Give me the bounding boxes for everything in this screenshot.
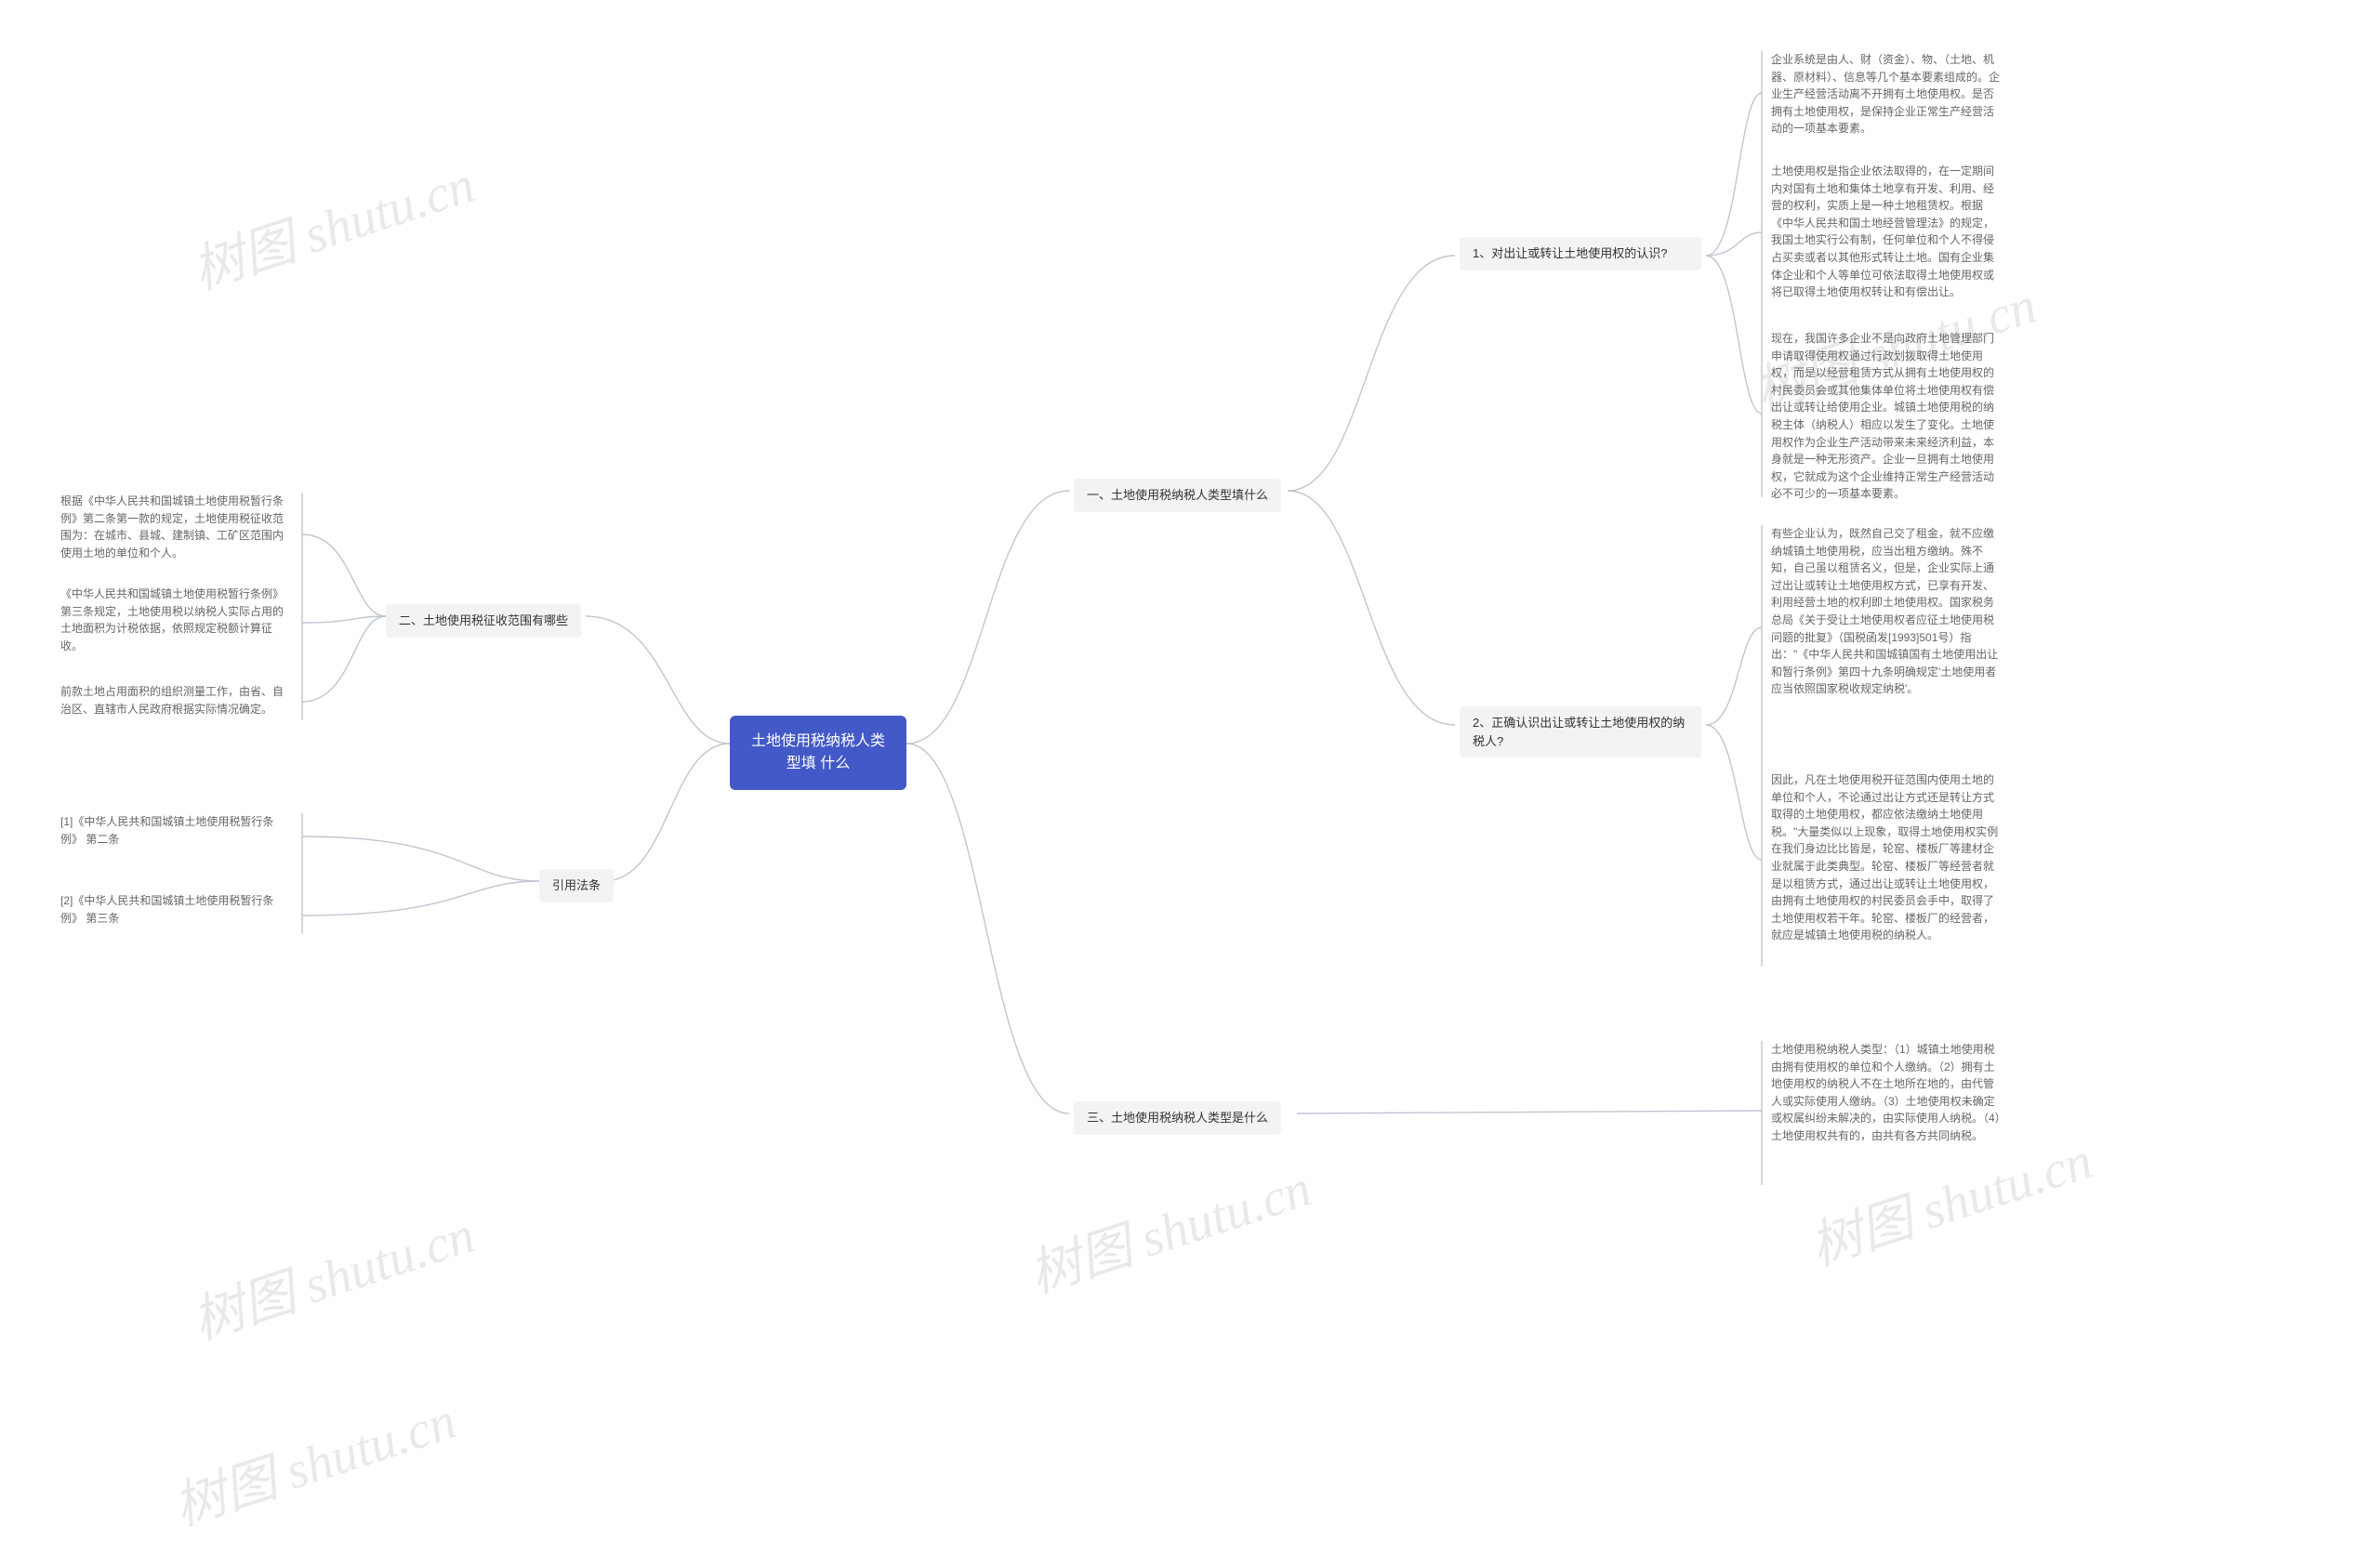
leaf-4-1: [1]《中华人民共和国城镇土地使用税暂行条例》 第二条: [60, 813, 293, 848]
branch-1-sub2-label: 2、正确认识出让或转让土地使用权的纳税人?: [1473, 716, 1685, 748]
branch-3-label: 三、土地使用税纳税人类型是什么: [1087, 1111, 1268, 1125]
branch-3[interactable]: 三、土地使用税纳税人类型是什么: [1074, 1101, 1281, 1135]
watermark: 树图 shutu.cn: [181, 142, 483, 304]
leaf-1-2-1: 有些企业认为，既然自己交了租金，就不应缴纳城镇土地使用税，应当出租方缴纳。殊不知…: [1771, 525, 2003, 698]
leaf-2-2: 《中华人民共和国城镇土地使用税暂行条例》第三条规定，土地使用税以纳税人实际占用的…: [60, 586, 293, 654]
branch-2[interactable]: 二、土地使用税征收范围有哪些: [386, 604, 581, 638]
leaf-1-2-2: 因此，凡在土地使用税开征范围内使用土地的单位和个人，不论通过出让方式还是转让方式…: [1771, 771, 2003, 944]
branch-4-label: 引用法条: [552, 878, 601, 892]
branch-1-label: 一、土地使用税纳税人类型填什么: [1087, 488, 1268, 502]
watermark: 树图 shutu.cn: [181, 1192, 483, 1354]
root-node[interactable]: 土地使用税纳税人类型填 什么: [730, 716, 906, 790]
leaf-2-3: 前款土地占用面积的组织测量工作，由省、自治区、直辖市人民政府根据实际情况确定。: [60, 683, 293, 718]
connectors-layer: [0, 0, 2380, 1496]
branch-1-sub2[interactable]: 2、正确认识出让或转让土地使用权的纳税人?: [1460, 706, 1701, 757]
branch-1[interactable]: 一、土地使用税纳税人类型填什么: [1074, 479, 1281, 512]
leaf-2-1: 根据《中华人民共和国城镇土地使用税暂行条例》第二条第一款的规定，土地使用税征收范…: [60, 493, 293, 561]
branch-1-sub1[interactable]: 1、对出让或转让土地使用权的认识?: [1460, 237, 1701, 270]
leaf-1-1-3: 现在，我国许多企业不是向政府土地管理部门申请取得使用权通过行政划拨取得土地使用权…: [1771, 330, 2003, 503]
leaf-3-1: 土地使用税纳税人类型：（1）城镇土地使用税由拥有使用权的单位和个人缴纳。（2）拥…: [1771, 1041, 2003, 1145]
root-label: 土地使用税纳税人类型填 什么: [751, 733, 885, 771]
branch-4[interactable]: 引用法条: [539, 869, 614, 902]
mindmap-canvas: 树图 shutu.cn 树图 shutu.cn 树图 shutu.cn 树图 s…: [0, 0, 2380, 1496]
leaf-4-2: [2]《中华人民共和国城镇土地使用税暂行条例》 第三条: [60, 892, 293, 927]
watermark: 树图 shutu.cn: [163, 1378, 464, 1540]
branch-1-sub1-label: 1、对出让或转让土地使用权的认识?: [1473, 246, 1667, 260]
leaf-1-1-1: 企业系统是由人、财（资金）、物、（土地、机器、原材料）、信息等几个基本要素组成的…: [1771, 51, 2003, 138]
leaf-1-1-2: 土地使用权是指企业依法取得的，在一定期间内对国有土地和集体土地享有开发、利用、经…: [1771, 163, 2003, 301]
branch-2-label: 二、土地使用税征收范围有哪些: [399, 613, 568, 627]
watermark: 树图 shutu.cn: [1018, 1146, 1319, 1308]
